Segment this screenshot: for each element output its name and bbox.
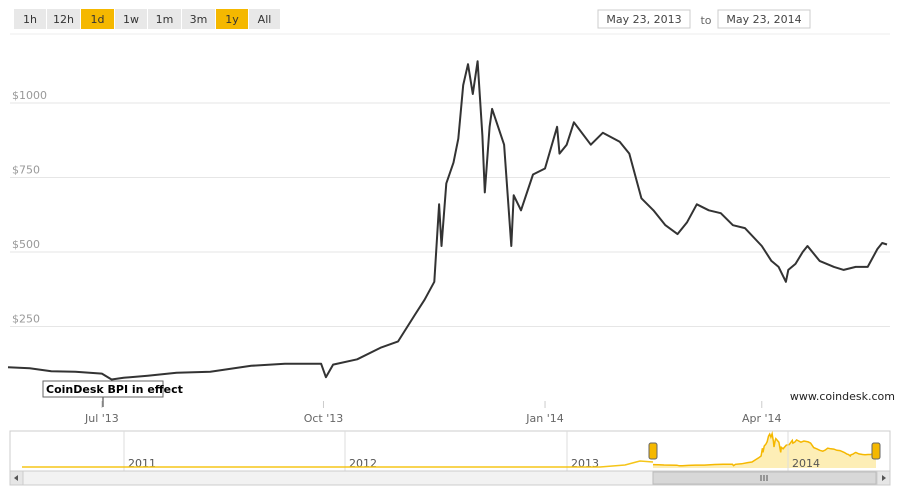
- x-tick-label: Oct '13: [304, 412, 344, 425]
- annotation: CoinDesk BPI in effect: [46, 383, 183, 396]
- flag-box: [42, 380, 164, 398]
- scroll-left-arrow: [14, 475, 18, 481]
- range-button-label: 12h: [53, 13, 74, 26]
- date-to: May 23, 2014: [726, 13, 801, 26]
- y-tick-label: $250: [12, 312, 40, 325]
- range-button-label: 1h: [23, 13, 37, 26]
- date-to-box[interactable]: [717, 9, 811, 29]
- handle-right[interactable]: [871, 442, 881, 460]
- range-button[interactable]: [47, 9, 80, 29]
- handle-left[interactable]: [648, 442, 658, 460]
- range-button-label: 1y: [225, 13, 239, 26]
- navigator-label: 2012: [349, 457, 377, 470]
- x-tick-label: Apr '14: [742, 412, 782, 425]
- range-button[interactable]: [148, 9, 181, 29]
- navigator-area: [653, 433, 876, 468]
- navigator-line: [652, 430, 877, 467]
- range-button[interactable]: [216, 9, 248, 29]
- range-button-label: 3m: [190, 13, 208, 26]
- y-tick-label: $750: [12, 163, 40, 176]
- x-tick-label: Jan '14: [525, 412, 563, 425]
- to-label: to: [700, 14, 711, 27]
- range-button-label: All: [258, 13, 272, 26]
- navigator-label: 2014: [792, 457, 820, 470]
- range-button[interactable]: [115, 9, 147, 29]
- range-button[interactable]: [14, 9, 46, 29]
- navigator-label: 2011: [128, 457, 156, 470]
- navigator-label: 2013: [571, 457, 599, 470]
- range-button[interactable]: [81, 9, 114, 29]
- range-button-label: 1m: [156, 13, 174, 26]
- y-tick-label: $500: [12, 238, 40, 251]
- date-from-box[interactable]: [597, 9, 691, 29]
- range-button[interactable]: [249, 9, 280, 29]
- navigator-history: [22, 460, 654, 468]
- range-buttons: 1h 12h 1d 1w 1m 3m 1y All: [14, 9, 280, 29]
- range-button-label: 1w: [123, 13, 139, 26]
- price-line: [7, 60, 888, 381]
- scroll-right-arrow: [882, 475, 886, 481]
- range-button-label: 1d: [91, 13, 105, 26]
- scroll-grip: [760, 475, 768, 481]
- x-tick-label: Jul '13: [84, 412, 119, 425]
- date-from: May 23, 2013: [606, 13, 681, 26]
- range-button[interactable]: [182, 9, 215, 29]
- credit: www.coindesk.com: [790, 390, 895, 403]
- y-tick-label: $1000: [12, 89, 47, 102]
